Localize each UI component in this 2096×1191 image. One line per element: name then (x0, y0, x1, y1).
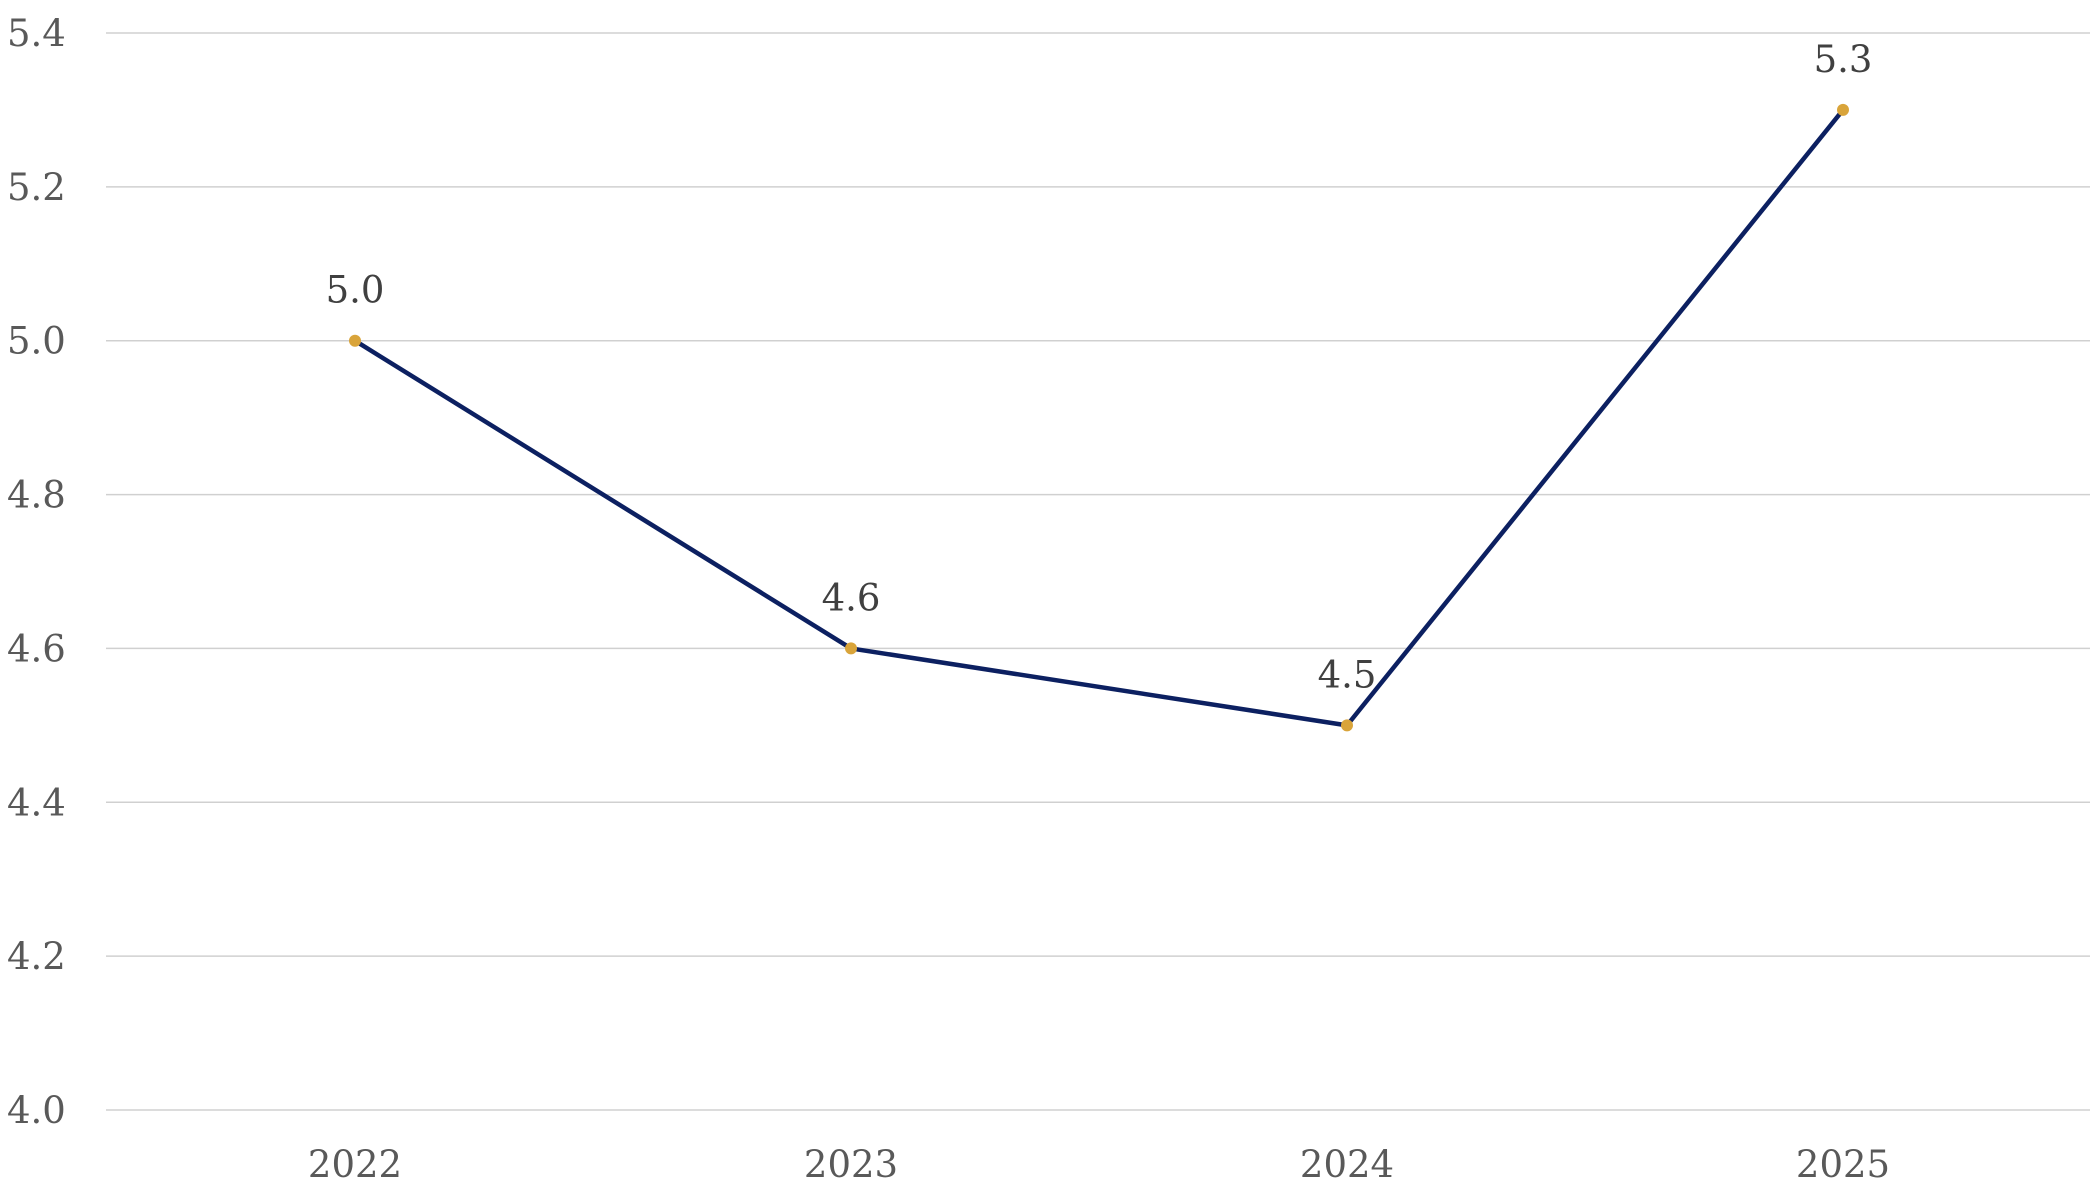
y-tick-label: 4.6 (7, 627, 66, 670)
data-label: 5.3 (1814, 38, 1873, 81)
data-labels: 5.0 4.6 4.5 5.3 (326, 38, 1873, 696)
data-point-marker (845, 642, 857, 655)
x-axis-tick-labels: 2022 2023 2024 2025 (308, 1143, 1890, 1186)
y-tick-label: 4.4 (7, 781, 66, 824)
data-point-marker (1341, 719, 1353, 732)
y-tick-label: 4.8 (7, 474, 66, 517)
data-label: 4.5 (1318, 653, 1377, 696)
y-tick-label: 4.0 (7, 1089, 66, 1132)
y-tick-label: 4.2 (7, 935, 66, 978)
x-tick-label: 2024 (1300, 1143, 1394, 1186)
y-tick-label: 5.0 (7, 320, 66, 363)
data-label: 4.6 (822, 576, 881, 619)
x-tick-label: 2022 (308, 1143, 402, 1186)
x-tick-label: 2025 (1796, 1143, 1890, 1186)
y-tick-label: 5.4 (7, 12, 66, 55)
data-label: 5.0 (326, 269, 385, 312)
data-point-marker (1837, 103, 1849, 116)
data-point-marker (349, 334, 361, 347)
grid-lines (106, 32, 2090, 1111)
series-layer (349, 103, 1849, 732)
x-tick-label: 2023 (804, 1143, 898, 1186)
series-line (352, 107, 1846, 728)
y-axis-tick-labels: 4.0 4.2 4.4 4.6 4.8 5.0 5.2 5.4 (7, 12, 66, 1132)
y-tick-label: 5.2 (7, 166, 66, 209)
